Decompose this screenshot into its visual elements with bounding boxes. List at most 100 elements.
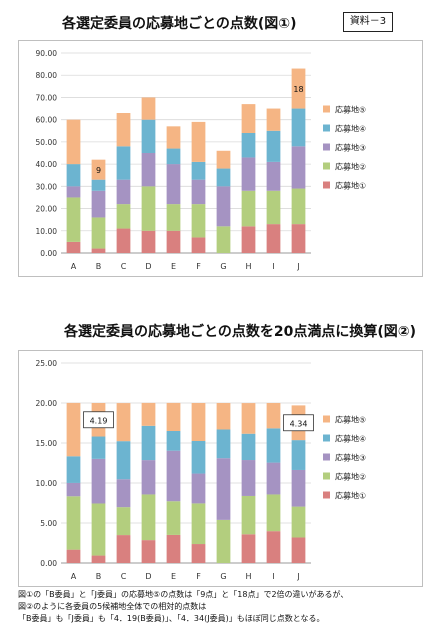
chart2-bar-F-series2 xyxy=(191,503,206,545)
chart1-bar-D-series2 xyxy=(141,186,156,231)
chart2-legend-swatch xyxy=(323,453,330,461)
chart1-bar-C-series5 xyxy=(116,113,131,147)
chart2-bar-F-series4 xyxy=(191,441,206,474)
chart1-bar-G-series5 xyxy=(216,150,231,169)
chart2-legend-label: 応募地③ xyxy=(335,453,366,463)
chart1-bar-B-series4 xyxy=(91,179,106,191)
chart2-bar-B-series3 xyxy=(91,458,106,504)
chart2-bar-D-series4 xyxy=(141,425,156,461)
chart1-bar-A-series5 xyxy=(66,119,81,165)
chart1-xtick-label: B xyxy=(96,262,102,271)
chart2-xtick-label: J xyxy=(296,572,299,581)
chart2-bar-I-series2 xyxy=(266,494,281,532)
chart2-bar-B-series4 xyxy=(91,436,106,459)
chart2-bar-D-series1 xyxy=(141,540,156,563)
chart1-xtick-label: F xyxy=(196,262,201,271)
chart1-bar-I-series5 xyxy=(266,108,281,131)
chart1-ytick-label: 80.00 xyxy=(36,71,58,80)
chart2-bar-J-series2 xyxy=(291,506,306,538)
chart1-bar-F-series5 xyxy=(191,121,206,162)
chart2-annotation-label: 4.19 xyxy=(90,416,108,425)
chart2-bar-H-series4 xyxy=(241,433,256,461)
chart2-bar-C-series3 xyxy=(116,479,131,508)
chart1-bar-H-series3 xyxy=(241,157,256,191)
chart2-bar-E-series2 xyxy=(166,501,181,535)
chart1-legend-label: 応募地③ xyxy=(335,143,366,153)
chart2-bar-E-series4 xyxy=(166,431,181,451)
chart2-bar-A-series3 xyxy=(66,482,81,497)
chart1-bar-B-series2 xyxy=(91,217,106,249)
chart2-legend-swatch xyxy=(323,415,330,423)
chart2-xtick-label: H xyxy=(245,572,251,581)
chart2-legend-label: 応募地⑤ xyxy=(335,415,366,425)
chart1-bar-C-series4 xyxy=(116,146,131,180)
chart2-legend-label: 応募地② xyxy=(335,472,366,482)
chart2-bar-H-series1 xyxy=(241,534,256,563)
chart1-bar-G-series3 xyxy=(216,186,231,227)
chart2-annotation-box xyxy=(283,414,314,432)
chart1-bar-J-series3 xyxy=(291,146,306,189)
chart2-bar-F-series1 xyxy=(191,544,206,563)
explanation-line-3: 「B委員」も「J委員」も「4．19(B委員)」、「4．34(J委員)」もほぼ同じ… xyxy=(18,614,325,623)
chart1-annotation-label: 9 xyxy=(96,166,101,175)
chart1-bar-A-series1 xyxy=(66,241,81,253)
chart1-ytick-label: 0.00 xyxy=(40,249,57,258)
chart1-legend-label: 応募地④ xyxy=(335,124,366,134)
chart1-ytick-label: 30.00 xyxy=(36,182,58,191)
chart2-bar-G-series4 xyxy=(216,429,231,459)
chart1-legend-label: 応募地⑤ xyxy=(335,105,366,115)
chart2-bar-B-series2 xyxy=(91,503,106,556)
chart2-bar-C-series4 xyxy=(116,441,131,480)
chart2-legend-label: 応募地① xyxy=(335,491,366,501)
chart1-legend-swatch xyxy=(323,143,330,151)
chart2-bar-J-series3 xyxy=(291,469,306,507)
explanation-line-2: 図②のように各委員の5候補地全体での相対的点数は xyxy=(18,602,207,611)
chart2-xtick-label: D xyxy=(145,572,151,581)
chart2-legend-swatch xyxy=(323,491,330,499)
chart1-bar-D-series1 xyxy=(141,230,156,253)
chart1-bar-A-series3 xyxy=(66,186,81,198)
chart2-bar-J-series1 xyxy=(291,537,306,563)
chart2-bar-J-series4 xyxy=(291,440,306,470)
chart1-bar-I-series4 xyxy=(266,130,281,162)
chart1-legend-swatch xyxy=(323,105,330,113)
chart1-bar-A-series4 xyxy=(66,164,81,187)
chart1-ytick-label: 70.00 xyxy=(36,93,58,102)
chart2-bar-G-series2 xyxy=(216,519,231,563)
explanation-line-1: 図①の「B委員」と「J委員」の応募地⑤の点数は「9点」と「18点」で2倍の違いが… xyxy=(18,590,349,599)
chart2-bar-G-series3 xyxy=(216,458,231,520)
chart2-bar-C-series2 xyxy=(116,507,131,536)
chart1-bar-D-series3 xyxy=(141,153,156,187)
chart1-bar-E-series1 xyxy=(166,230,181,253)
chart2-bar-F-series3 xyxy=(191,473,206,504)
chart2-bar-B-series1 xyxy=(91,555,106,563)
chart1-bar-E-series4 xyxy=(166,148,181,165)
chart1-bar-J-series4 xyxy=(291,108,306,147)
chart2-bar-G-series5 xyxy=(216,403,231,430)
chart1-bar-E-series2 xyxy=(166,204,181,231)
chart1-bar-I-series3 xyxy=(266,161,281,191)
chart1-title: 各選定委員の応募地ごとの点数(図①) xyxy=(62,16,297,32)
chart1-bar-H-series2 xyxy=(241,190,256,227)
chart1-bar-D-series4 xyxy=(141,119,156,153)
document-badge: 資料－3 xyxy=(343,12,393,32)
chart2-xtick-label: B xyxy=(96,572,102,581)
chart2-legend-swatch xyxy=(323,472,330,480)
chart1-bar-H-series5 xyxy=(241,104,256,133)
chart1-annotation-label: 18 xyxy=(293,85,303,94)
chart2-bar-I-series4 xyxy=(266,428,281,463)
chart2-bar-I-series1 xyxy=(266,531,281,563)
chart1-bar-G-series2 xyxy=(216,226,231,253)
chart1-bar-I-series1 xyxy=(266,224,281,253)
chart1-xtick-label: C xyxy=(121,262,127,271)
chart1-xtick-label: J xyxy=(296,262,299,271)
chart1-bar-D-series5 xyxy=(141,97,156,120)
chart2-xtick-label: I xyxy=(272,572,274,581)
chart1-bar-C-series1 xyxy=(116,228,131,253)
chart2-bar-A-series1 xyxy=(66,549,81,563)
chart2-xtick-label: G xyxy=(220,572,226,581)
chart2-bar-E-series5 xyxy=(166,402,181,431)
chart2-title: 各選定委員の応募地ごとの点数を20点満点に換算(図②) xyxy=(64,324,416,340)
chart2-ytick-label: 5.00 xyxy=(40,519,57,528)
chart1-bar-C-series3 xyxy=(116,179,131,205)
